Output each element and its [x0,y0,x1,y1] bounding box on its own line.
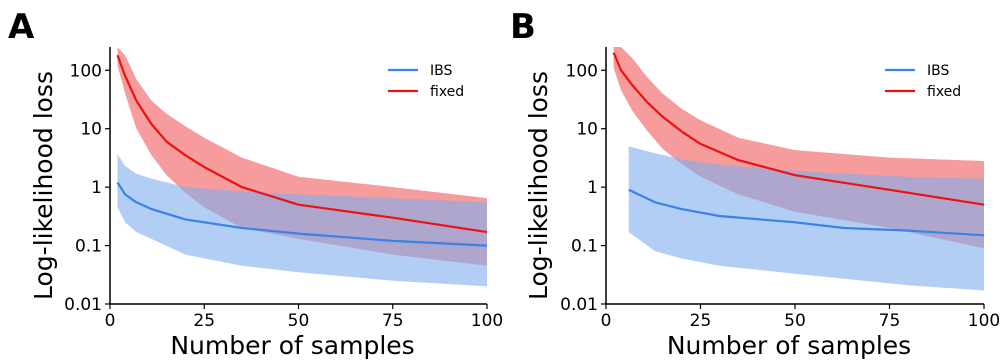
y-tick-label: 1 [91,178,102,198]
chart-panel-a: 0 25 50 75 100 0.01 0.1 1 10 100 Number of samples… [8,7,503,360]
x-tick-label: 25 [690,311,712,331]
plot-area [116,47,487,287]
y-tick-label: 10 [576,120,598,140]
series-band-ibs [628,146,984,291]
y-tick-label: 100 [566,61,598,81]
panel-letter: A [8,7,35,47]
legend-label-ibs: IBS [430,63,452,79]
panel-letter: B [510,7,536,47]
x-tick-label: 100 [968,311,1000,331]
x-tick-label: 50 [288,311,310,331]
y-tick-label: 1 [587,178,598,198]
x-axis-label: Number of samples [170,331,414,360]
series-line-fixed [612,52,984,206]
chart-panel-b: 0 25 50 75 100 0.01 0.1 1 10 100 Number of samples… [510,7,1000,360]
legend-label-fixed: fixed [927,84,961,100]
x-tick-label: 0 [105,311,116,331]
y-tick-label: 0.01 [560,295,598,315]
legend-label-ibs: IBS [927,63,949,79]
y-tick-label: 0.01 [64,295,102,315]
y-tick-label: 0.1 [75,237,102,257]
legend: IBS fixed [885,63,961,100]
x-tick-label: 75 [879,311,901,331]
y-tick-label: 100 [70,61,102,81]
series-band-ibs [117,153,487,287]
series-line-ibs [116,181,487,247]
y-tick-label: 10 [80,120,102,140]
series-line-fixed [116,54,487,234]
series-line-ibs [628,188,984,237]
x-tick-label: 100 [471,311,503,331]
y-tick-label: 0.1 [571,237,598,257]
legend: IBS fixed [388,63,464,100]
x-tick-label: 25 [193,311,215,331]
x-tick-label: 0 [601,311,612,331]
x-tick-label: 75 [382,311,404,331]
y-axis-label: Log-likelihood loss [524,71,553,300]
y-axis-label: Log-likelihood loss [29,71,58,300]
x-axis-label: Number of samples [667,331,911,360]
x-tick-label: 50 [784,311,806,331]
plot-area [612,47,984,291]
legend-label-fixed: fixed [430,84,464,100]
